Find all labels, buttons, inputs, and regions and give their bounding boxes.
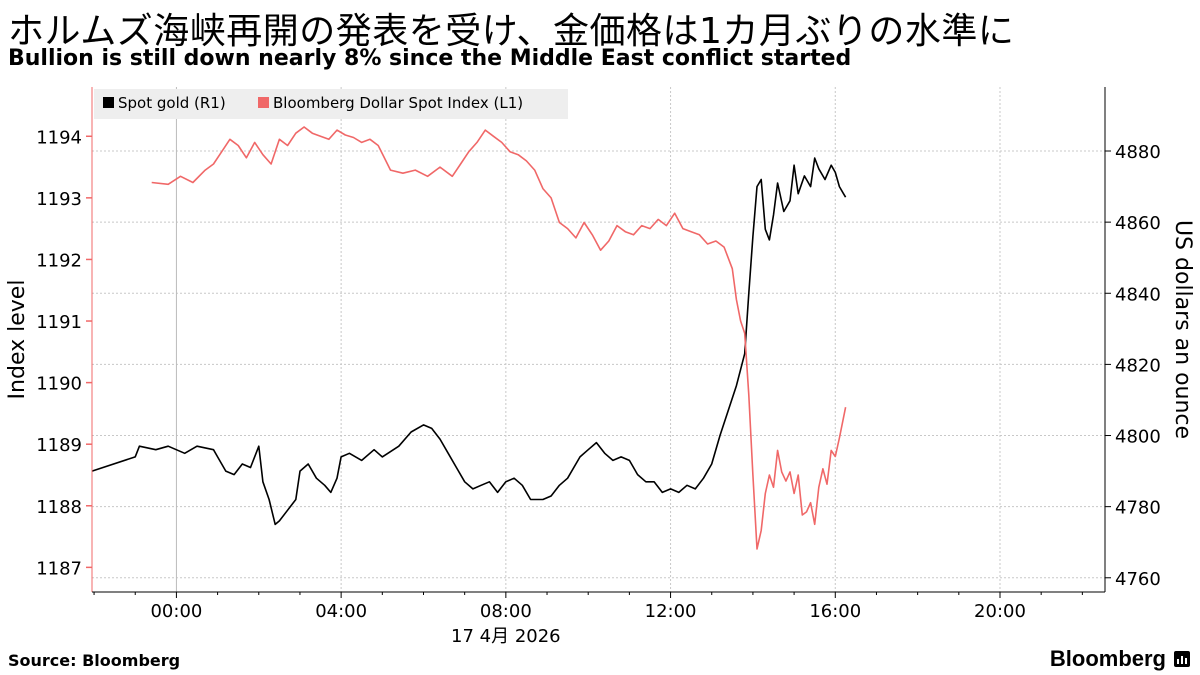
left-tick-label: 1188 <box>36 497 82 518</box>
x-tick-label: 12:00 <box>645 601 697 622</box>
left-tick-label: 1192 <box>36 250 82 271</box>
left-tick-label: 1189 <box>36 435 82 456</box>
left-tick-label: 1187 <box>36 558 82 579</box>
bloomberg-icon <box>1174 651 1190 667</box>
brand-logo-text: Bloomberg <box>1049 646 1166 671</box>
series-dollar-index <box>151 126 847 550</box>
right-axis-label: US dollars an ounce <box>1170 220 1195 439</box>
x-tick-label: 16:00 <box>809 601 861 622</box>
left-tick-label: 1191 <box>36 312 82 333</box>
right-tick-label: 4860 <box>1115 213 1161 234</box>
x-tick-label: 08:00 <box>480 601 532 622</box>
left-tick-label: 1194 <box>36 127 82 148</box>
axes: 4760 4780 4800 4820 4840 4860 4880 00:00 04:00 08… <box>5 87 1195 647</box>
series-spot-gold <box>91 157 847 526</box>
left-tick-label: 1193 <box>36 189 82 210</box>
chart-title: ホルムズ海峡再開の発表を受け、金価格は1カ月ぶりの水準に <box>8 11 1015 52</box>
right-tick-label: 4800 <box>1115 427 1161 448</box>
legend-box <box>94 89 568 119</box>
legend-label-gold: Spot gold (R1) <box>118 94 226 112</box>
right-tick-label: 4840 <box>1115 284 1161 305</box>
chart-subtitle: Bullion is still down nearly 8% since th… <box>8 46 852 71</box>
x-date-label: 17 4月 2026 <box>451 626 561 647</box>
x-tick-label: 20:00 <box>974 601 1026 622</box>
x-tick-label: 00:00 <box>150 601 202 622</box>
legend-swatch-gold <box>103 97 114 108</box>
source-note: Source: Bloomberg <box>8 651 181 670</box>
legend-label-dollar: Bloomberg Dollar Spot Index (L1) <box>273 94 523 112</box>
right-tick-label: 4880 <box>1115 142 1161 163</box>
legend-swatch-dollar <box>258 97 269 108</box>
grid-lines <box>92 87 1105 592</box>
series-lines <box>91 126 847 550</box>
left-tick-label: 1190 <box>36 374 82 395</box>
left-axis-label: Index level <box>5 280 30 400</box>
x-tick-label: 04:00 <box>315 601 367 622</box>
right-tick-label: 4820 <box>1115 355 1161 376</box>
right-tick-label: 4780 <box>1115 498 1161 519</box>
right-tick-label: 4760 <box>1115 569 1161 590</box>
legend: Spot gold (R1) Bloomberg Dollar Spot Inde… <box>94 89 568 119</box>
